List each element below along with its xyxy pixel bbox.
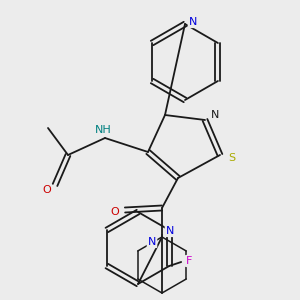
Text: F: F [186, 256, 192, 266]
Text: O: O [111, 207, 119, 217]
Text: N: N [189, 17, 197, 27]
Text: S: S [228, 153, 236, 163]
Text: N: N [148, 237, 156, 247]
Text: N: N [166, 226, 174, 236]
Text: O: O [43, 185, 51, 195]
Text: N: N [211, 110, 219, 120]
Text: NH: NH [94, 125, 111, 135]
